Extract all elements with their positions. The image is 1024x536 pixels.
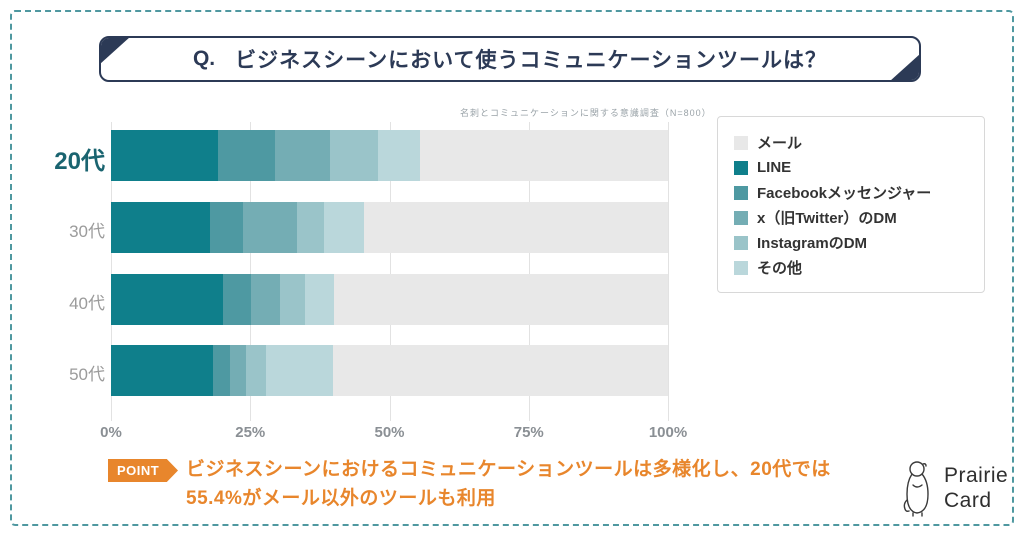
bar-row-30代 xyxy=(111,202,668,253)
gridline xyxy=(111,122,112,421)
legend-swatch xyxy=(734,260,748,275)
y-axis-label-30代: 30代 xyxy=(69,222,105,241)
x-tick-label: 75% xyxy=(513,424,544,441)
banner-corner-fold-top-left xyxy=(101,38,130,64)
legend-item: InstagramのDM xyxy=(734,230,984,255)
legend-label: メール xyxy=(757,135,803,152)
bar-segment xyxy=(304,274,334,325)
bar-segment xyxy=(251,274,280,325)
x-tick-label: 50% xyxy=(374,424,405,441)
bar-segment xyxy=(111,274,223,325)
bar-segment xyxy=(229,345,247,396)
bar-segment xyxy=(324,202,364,253)
gridline xyxy=(668,122,669,421)
y-axis-label-50代: 50代 xyxy=(69,365,105,384)
legend-swatch xyxy=(734,210,748,225)
gridline xyxy=(389,122,391,421)
legend-label: InstagramのDM xyxy=(757,235,868,252)
gridline xyxy=(528,122,530,421)
bar-row-20代 xyxy=(111,130,668,181)
bar-segment xyxy=(333,274,668,325)
bar-segment xyxy=(419,130,668,181)
bar-row-50代 xyxy=(111,345,668,396)
banner-corner-fold-bottom-right xyxy=(890,54,919,80)
question-banner: Q. ビジネスシーンにおいて使うコミュニケーションツールは？ xyxy=(99,36,921,82)
legend-swatch xyxy=(734,235,748,250)
legend-item: メール xyxy=(734,130,984,155)
bar-segment xyxy=(363,202,668,253)
survey-caption: 名刺とコミュニケーションに関する意識調査（N=800） xyxy=(460,108,712,118)
bar-segment xyxy=(377,130,420,181)
y-axis-label-40代: 40代 xyxy=(69,294,105,313)
bar-segment xyxy=(279,274,305,325)
legend-label: LINE xyxy=(757,159,792,176)
bar-row-40代 xyxy=(111,274,668,325)
question-prefix: Q. xyxy=(192,47,216,70)
legend-item: Facebookメッセンジャー xyxy=(734,180,984,205)
legend-item: LINE xyxy=(734,155,984,180)
x-tick-label: 100% xyxy=(648,424,688,441)
legend-item: その他 xyxy=(734,255,984,280)
legend-swatch xyxy=(734,160,748,175)
bar-segment xyxy=(330,130,378,181)
bar-segment xyxy=(222,274,252,325)
bar-segment xyxy=(297,202,325,253)
x-tick-label: 0% xyxy=(100,424,122,441)
y-axis-label-20代: 20代 xyxy=(54,148,105,175)
bar-segment xyxy=(111,202,211,253)
bar-segment xyxy=(111,345,213,396)
legend-item: x（旧Twitter）のDM xyxy=(734,205,984,230)
logo-wordmark: Prairie Card xyxy=(944,463,1008,513)
logo-line2: Card xyxy=(944,489,992,512)
bar-segment xyxy=(243,202,298,253)
dashed-frame xyxy=(10,10,1014,526)
prairie-card-logo: Prairie Card xyxy=(898,458,1008,518)
question-title: ビジネスシーンにおいて使うコミュニケーションツールは？ xyxy=(235,49,828,72)
bar-segment xyxy=(212,345,230,396)
point-text-line1: ビジネスシーンにおけるコミュニケーションツールは多様化し、20代では xyxy=(186,459,831,480)
point-text-line2: 55.4%がメール以外のツールも利用 xyxy=(186,488,496,509)
legend-label: その他 xyxy=(757,260,803,277)
bar-segment xyxy=(266,345,334,396)
bar-segment xyxy=(217,130,275,181)
bar-segment xyxy=(333,345,668,396)
prairie-dog-icon xyxy=(903,461,929,517)
bar-segment xyxy=(111,130,218,181)
bar-segment xyxy=(246,345,267,396)
logo-line1: Prairie xyxy=(944,464,1009,487)
legend-label: Facebookメッセンジャー xyxy=(757,185,932,202)
stacked-bar-chart xyxy=(111,122,669,421)
gridline xyxy=(250,122,252,421)
point-text: ビジネスシーンにおけるコミュニケーションツールは多様化し、20代では 55.4%… xyxy=(186,455,846,513)
legend-label: x（旧Twitter）のDM xyxy=(757,210,897,227)
bar-segment xyxy=(274,130,331,181)
chart-legend: メール LINE Facebookメッセンジャー x（旧Twitter）のDM Inst… xyxy=(717,116,985,293)
legend-swatch xyxy=(734,135,748,150)
x-tick-label: 25% xyxy=(235,424,266,441)
legend-swatch xyxy=(734,185,748,200)
point-badge: POINT xyxy=(108,459,178,482)
bar-segment xyxy=(210,202,243,253)
